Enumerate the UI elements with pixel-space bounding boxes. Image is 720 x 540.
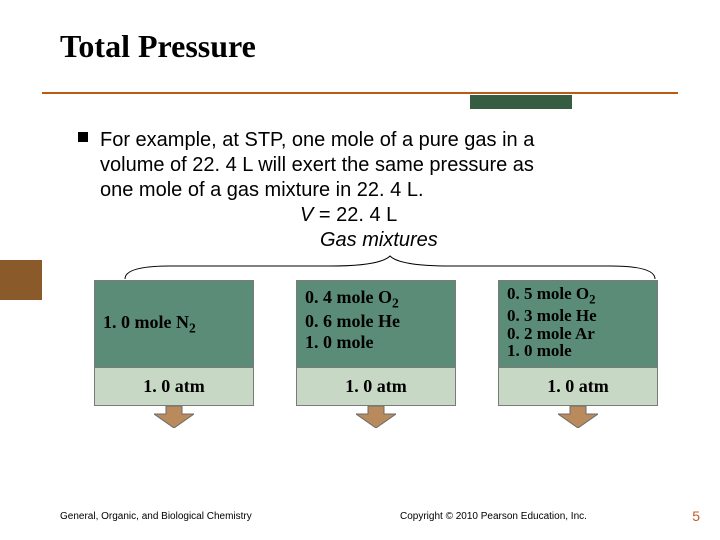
title-area: Total Pressure [60, 28, 256, 65]
box1-text: 1. 0 mole N [103, 312, 189, 332]
box1-top: 1. 0 mole N2 [94, 280, 254, 368]
arrow1-icon [154, 406, 194, 428]
bullet-text: For example, at STP, one mole of a pure … [100, 128, 660, 253]
footer-left: General, Organic, and Biological Chemist… [60, 511, 252, 522]
gas-mixtures-label: Gas mixtures [320, 228, 660, 253]
box3-l2: 0. 3 mole He [507, 306, 597, 325]
arrow3-icon [558, 406, 598, 428]
box3-l3: 0. 2 mole Ar [507, 324, 595, 343]
box3-l4: 1. 0 mole [507, 341, 572, 360]
bullet-line-2: volume of 22. 4 L will exert the same pr… [100, 153, 660, 178]
box2-l2: 0. 6 mole He [305, 311, 400, 331]
box2-top-text: 0. 4 mole O2 0. 6 mole He 1. 0 mole [305, 287, 400, 352]
arrow2-icon [356, 406, 396, 428]
boxes-row: 1. 0 mole N2 1. 0 atm 0. 4 mole O2 0. 6 … [94, 280, 674, 450]
box2-l1: 0. 4 mole O [305, 287, 392, 307]
box3-top-text: 0. 5 mole O2 0. 3 mole He 0. 2 mole Ar 1… [507, 285, 597, 360]
left-accent-bar [0, 260, 42, 300]
volume-val: = 22. 4 L [313, 204, 397, 226]
box1-bot-text: 1. 0 atm [143, 376, 205, 397]
box3-bot: 1. 0 atm [498, 368, 658, 406]
box1-sub: 2 [189, 321, 196, 336]
box3-l1s: 2 [589, 292, 595, 306]
box3-l1: 0. 5 mole O [507, 284, 589, 303]
bullet-line-1: For example, at STP, one mole of a pure … [100, 128, 660, 153]
title-underline [42, 92, 678, 94]
box2-bot-text: 1. 0 atm [345, 376, 407, 397]
box3-top: 0. 5 mole O2 0. 3 mole He 0. 2 mole Ar 1… [498, 280, 658, 368]
slide-title: Total Pressure [60, 28, 256, 65]
box2-l1s: 2 [392, 296, 399, 311]
footer-right: Copyright © 2010 Pearson Education, Inc. [400, 511, 587, 522]
bullet-line-3: one mole of a gas mixture in 22. 4 L. [100, 178, 660, 203]
box2-bot: 1. 0 atm [296, 368, 456, 406]
volume-line: V = 22. 4 L [300, 203, 660, 228]
volume-v: V [300, 204, 313, 226]
title-underline-block [470, 95, 572, 109]
box1-bot: 1. 0 atm [94, 368, 254, 406]
bullet-marker-icon [78, 132, 88, 142]
box2-l3: 1. 0 mole [305, 332, 373, 352]
box3-bot-text: 1. 0 atm [547, 376, 609, 397]
page-number: 5 [692, 508, 700, 524]
box2-top: 0. 4 mole O2 0. 6 mole He 1. 0 mole [296, 280, 456, 368]
box1-top-text: 1. 0 mole N2 [103, 312, 196, 336]
